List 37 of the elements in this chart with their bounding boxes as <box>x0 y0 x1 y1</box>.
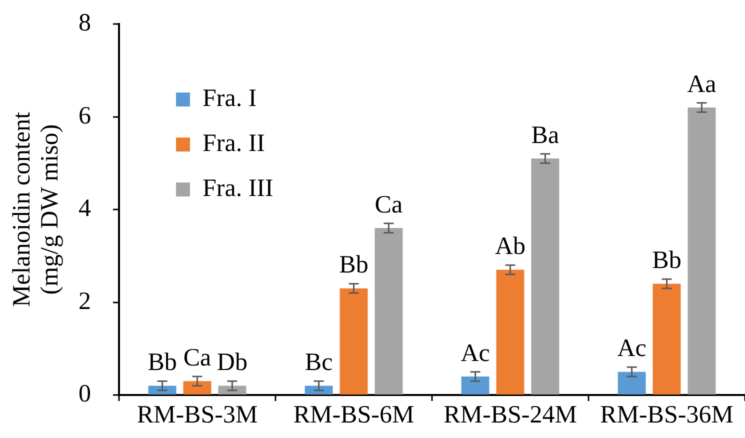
bar <box>461 376 490 394</box>
data-label: Ba <box>531 122 560 149</box>
x-tick-label: RM-BS-6M <box>293 402 414 429</box>
bar <box>340 288 368 394</box>
data-label: Ac <box>617 335 646 362</box>
y-tick-label: 8 <box>78 10 91 37</box>
legend-label: Fra. III <box>202 175 274 202</box>
data-label: Ca <box>183 344 212 372</box>
bar <box>618 372 646 394</box>
bar <box>688 107 716 394</box>
y-tick-label: 0 <box>78 380 91 408</box>
y-tick-label: 4 <box>78 195 92 222</box>
x-tick-label: RM-BS-3M <box>136 402 258 429</box>
data-label: Bb <box>339 252 368 279</box>
data-label: Bc <box>304 349 333 376</box>
legend-label: Fra. II <box>202 130 265 158</box>
data-label: Bb <box>652 247 682 274</box>
data-label: Ac <box>460 340 490 367</box>
data-label: Aa <box>687 70 716 98</box>
x-tick-label: RM-BS-36M <box>600 402 734 429</box>
legend-label: Fra. I <box>202 85 257 112</box>
bar <box>531 158 560 394</box>
bar <box>652 284 681 394</box>
data-label: Db <box>216 349 248 376</box>
bar <box>148 386 176 394</box>
bar <box>218 386 246 394</box>
x-tick-label: RM-BS-24M <box>444 402 577 429</box>
bar <box>374 228 403 394</box>
bar <box>304 386 333 394</box>
y-tick-label: 2 <box>78 288 91 315</box>
data-label: Ab <box>494 233 526 260</box>
y-tick-label: 6 <box>78 102 91 130</box>
data-label: Bb <box>148 349 177 376</box>
bar <box>183 381 212 394</box>
data-label: Ca <box>374 191 403 218</box>
y-axis-title: Melanoidin content (mg/g DW miso) <box>8 112 64 308</box>
bar <box>496 270 524 394</box>
